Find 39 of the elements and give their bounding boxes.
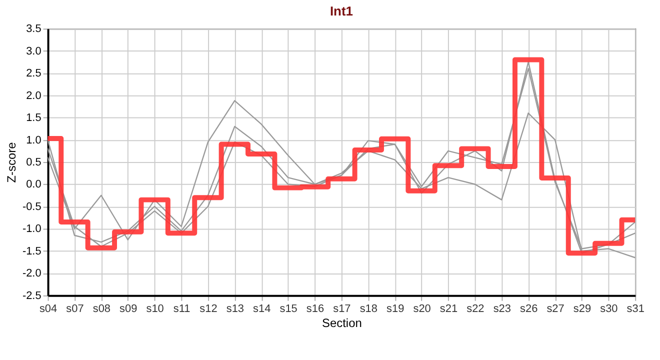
y-tick-label: 3.0: [26, 45, 42, 58]
y-tick-label: 0.0: [26, 178, 42, 191]
chart-title: Int1: [330, 4, 353, 19]
y-tick-label: 1.0: [26, 134, 42, 146]
x-tick-label: s04: [39, 302, 58, 315]
x-tick-label: s11: [173, 302, 190, 315]
x-tick-label: s29: [573, 302, 592, 315]
x-tick-label: s22: [466, 302, 484, 315]
x-tick-label: s08: [92, 302, 110, 315]
x-tick-label: s31: [626, 302, 644, 315]
x-tick-label: s14: [253, 302, 271, 315]
y-tick-label: -1.5: [22, 245, 42, 258]
x-tick-label: s07: [66, 302, 84, 315]
y-axis-title: Z-score: [4, 142, 18, 183]
x-tick-label: s26: [520, 302, 538, 315]
x-tick-label: s23: [493, 302, 511, 315]
y-tick-label: -0.5: [22, 200, 42, 213]
x-tick-label: s30: [600, 302, 618, 315]
x-tick-label: s27: [546, 302, 564, 315]
x-axis-title: Section: [322, 316, 362, 330]
x-tick-label: s10: [146, 302, 164, 315]
x-tick-label: s19: [386, 302, 404, 315]
x-tick-label: s17: [333, 302, 351, 315]
y-tick-label: 0.5: [26, 156, 42, 169]
y-tick-label: 2.0: [26, 90, 42, 102]
x-tick-label: s20: [413, 302, 431, 315]
y-tick-label: 2.5: [26, 68, 42, 80]
y-tick-label: 3.5: [26, 23, 42, 36]
y-tick-label: -2.5: [22, 290, 42, 302]
x-tick-label: s15: [280, 302, 298, 315]
y-tick-label: -2.0: [22, 268, 42, 280]
x-tick-label: s16: [306, 302, 324, 315]
x-tick-label: s09: [120, 302, 138, 315]
y-tick-label: -1.0: [22, 223, 42, 236]
x-tick-label: s18: [360, 302, 378, 315]
x-tick-label: s12: [200, 302, 218, 315]
y-tick-label: 1.5: [26, 112, 42, 124]
x-tick-label: s21: [440, 302, 458, 315]
x-tick-label: s13: [226, 302, 244, 315]
